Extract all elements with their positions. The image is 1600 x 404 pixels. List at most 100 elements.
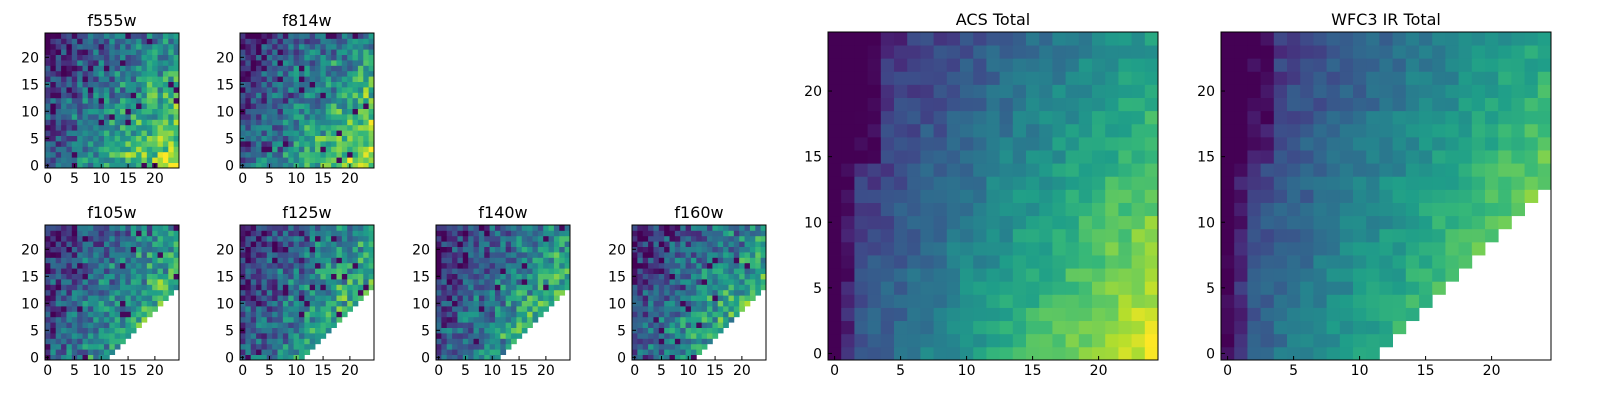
heatmap-cell (685, 327, 692, 334)
heatmap-cell (723, 300, 729, 307)
heatmap-cell (87, 92, 94, 99)
heatmap-cell (93, 306, 99, 312)
x-tick-label: 10 (92, 171, 110, 187)
heatmap-cell (532, 252, 539, 258)
heatmap-cell (288, 246, 294, 253)
heatmap-cell (446, 349, 453, 355)
heatmap-cell (45, 43, 51, 50)
heatmap-cell (66, 289, 73, 296)
heatmap-cell (103, 268, 110, 274)
heatmap-cell (658, 300, 665, 307)
heatmap-cell (320, 225, 327, 231)
heatmap-cell (1485, 136, 1499, 151)
heatmap-cell (907, 320, 921, 335)
heatmap-cell (841, 163, 855, 177)
heatmap-cell (272, 289, 278, 296)
heatmap-cell (266, 70, 273, 77)
heatmap-cells (45, 225, 180, 361)
heatmap-cell (1432, 241, 1446, 256)
heatmap-cell (1432, 215, 1446, 230)
heatmap-cell (114, 284, 121, 291)
heatmap-cell (282, 65, 289, 72)
heatmap-cell (999, 189, 1014, 203)
heatmap-cell (1026, 307, 1040, 322)
heatmap-cell (168, 114, 175, 120)
heatmap-cell (157, 135, 164, 142)
heatmap-cell (828, 255, 842, 269)
heatmap-cell (946, 110, 961, 125)
heatmap-cell (71, 316, 78, 323)
heatmap-cell (717, 225, 724, 231)
heatmap-cell (109, 43, 116, 50)
heatmap-cell (933, 123, 948, 138)
heatmap-cell (559, 262, 566, 269)
heatmap-cell (907, 163, 921, 177)
heatmap-cell (341, 252, 348, 258)
heatmap-cell (559, 235, 566, 242)
heatmap-cell (288, 114, 294, 120)
heatmap-cell (880, 215, 895, 230)
heatmap-cell (77, 295, 83, 301)
heatmap-cell (125, 70, 132, 77)
heatmap-cell (130, 141, 137, 147)
heatmap-cell (77, 349, 83, 355)
heatmap-cell (103, 322, 110, 328)
heatmap-cell (130, 124, 137, 131)
heatmap-cell (1392, 97, 1407, 112)
heatmap-cell (240, 306, 246, 312)
heatmap-cell (293, 146, 300, 153)
heatmap-cell (468, 230, 474, 237)
heatmap-cell (664, 230, 670, 237)
heatmap-cell (125, 108, 132, 115)
heatmap-cell (331, 38, 337, 45)
heatmap-cell (637, 284, 644, 291)
heatmap-cell (516, 327, 523, 334)
heatmap-cell (1026, 241, 1040, 256)
heatmap-cell (658, 327, 665, 334)
heatmap-cell (50, 124, 57, 131)
heatmap-cell (266, 124, 273, 131)
heatmap-cell (537, 230, 544, 237)
heatmap-cell (1065, 346, 1080, 361)
heatmap-cell (564, 279, 571, 285)
heatmap-cell (1012, 228, 1027, 243)
heatmap-cell (250, 81, 257, 88)
heatmap-cell (648, 327, 654, 334)
heatmap-cell (168, 225, 175, 231)
heatmap-cell (468, 333, 474, 339)
heatmap-cell (446, 241, 453, 247)
heatmap-cell (484, 246, 490, 253)
heatmap-cell (484, 306, 490, 312)
heatmap-cell (240, 322, 246, 328)
heatmap-cell (336, 230, 343, 237)
heatmap-cell (1260, 58, 1275, 72)
heatmap-cell (1039, 32, 1053, 46)
heatmap-cell (98, 300, 105, 307)
heatmap-cell (1379, 294, 1393, 308)
heatmap-cell (168, 119, 175, 126)
heatmap-cell (1105, 268, 1119, 282)
heatmap-cell (130, 327, 137, 334)
heatmap-cell (114, 279, 121, 285)
heatmap-cell (1026, 255, 1040, 269)
heatmap-cell (946, 71, 961, 85)
heatmap-cell (352, 38, 359, 45)
heatmap-cell (1419, 123, 1433, 138)
heatmap-cell (66, 43, 73, 50)
heatmap-cell (261, 60, 268, 66)
heatmap-cell (907, 307, 921, 322)
heatmap-cell (168, 141, 175, 147)
heatmap-cell (680, 230, 686, 237)
heatmap-cell (71, 130, 78, 136)
heatmap-cell (1445, 45, 1459, 59)
heatmap-cell (168, 97, 175, 104)
heatmap-cell (1287, 346, 1301, 361)
heatmap-cell (1092, 150, 1106, 164)
heatmap-cell (93, 241, 99, 247)
heatmap-cell (109, 108, 116, 115)
heatmap-cell (315, 230, 321, 237)
heatmap-cell (130, 33, 137, 39)
heatmap-cell (505, 343, 512, 350)
heatmap-cell (653, 306, 660, 312)
heatmap-cell (93, 114, 99, 120)
